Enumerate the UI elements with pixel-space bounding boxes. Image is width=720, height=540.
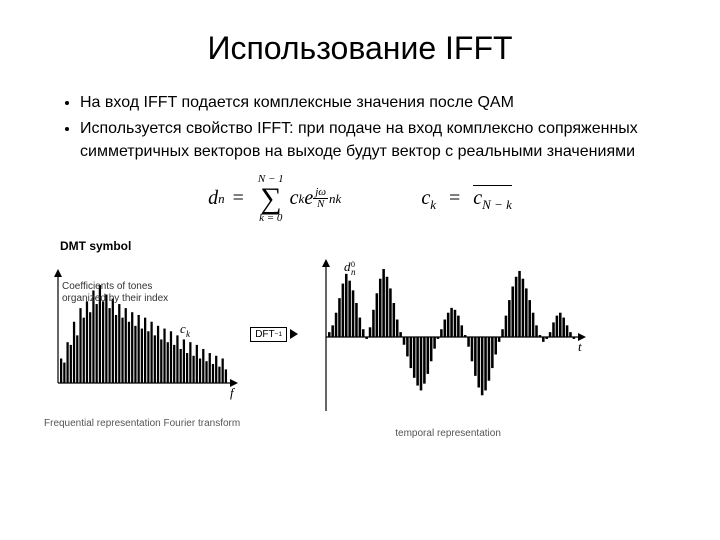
formula-row: dn = N − 1 ∑ k = 0 ck ejωNnk ck = cN − k bbox=[40, 173, 680, 224]
dft-box: DFT−1 bbox=[250, 327, 287, 342]
arrow-icon bbox=[290, 329, 298, 339]
svg-text:f: f bbox=[230, 385, 236, 400]
ifft-formula: dn = N − 1 ∑ k = 0 ck ejωNnk bbox=[208, 173, 341, 224]
svg-text:n: n bbox=[351, 267, 356, 277]
coeff-note: Coefficients of tones organized by their… bbox=[62, 281, 172, 305]
temporal-chart: d0nt bbox=[308, 257, 588, 417]
left-chart-wrap: Coefficients of tones organized by their… bbox=[40, 267, 240, 429]
left-caption: Frequential representation Fourier trans… bbox=[44, 418, 240, 429]
page-title: Использование IFFT bbox=[40, 30, 680, 67]
svg-text:t: t bbox=[578, 339, 582, 354]
bullet-2: Используется свойство IFFT: при подаче н… bbox=[80, 118, 680, 163]
svg-text:k: k bbox=[186, 329, 191, 339]
diagram-area: DMT symbol Coefficients of tones organiz… bbox=[40, 239, 680, 469]
right-chart-wrap: d0nt temporal representation bbox=[308, 257, 588, 439]
svg-text:d: d bbox=[344, 259, 351, 274]
bullet-1: На вход IFFT подается комплексные значен… bbox=[80, 92, 680, 114]
bullet-list: На вход IFFT подается комплексные значен… bbox=[40, 92, 680, 163]
dmt-label: DMT symbol bbox=[60, 239, 680, 253]
conjugate-formula: ck = cN − k bbox=[421, 185, 512, 213]
dft-block: DFT−1 bbox=[250, 327, 298, 342]
right-caption: temporal representation bbox=[308, 428, 588, 439]
